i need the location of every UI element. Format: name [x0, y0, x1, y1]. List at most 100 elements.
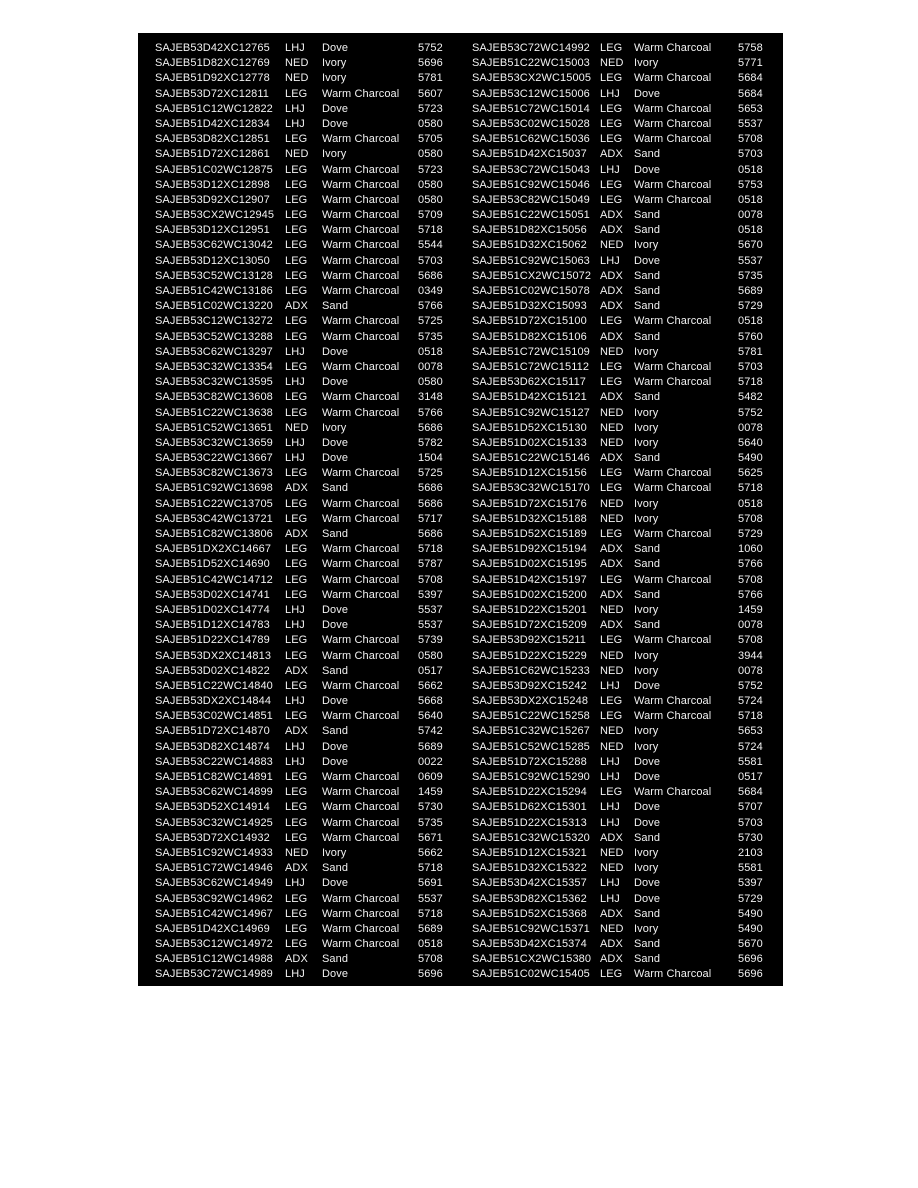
code-number-cell: 5696 — [418, 57, 443, 70]
code-number-cell: 5689 — [738, 285, 763, 297]
trim-code-cell: ADX — [285, 482, 308, 495]
trim-color-cell: Warm Charcoal — [322, 588, 400, 601]
trim-code-cell: LEG — [600, 573, 623, 586]
trim-color-cell: Warm Charcoal — [322, 710, 400, 723]
trim-code-cell: ADX — [600, 452, 623, 465]
trim-color-cell: Ivory — [634, 497, 659, 510]
trim-code-cell: LHJ — [285, 42, 305, 54]
table-row: SAJEB51C52WC13651 NED Ivory 5686 SAJEB51D52X… — [155, 421, 783, 436]
table-row: SAJEB53C32WC13659 LHJ Dove 5782 SAJEB51D02XC… — [155, 436, 783, 451]
vin-cell: SAJEB51D22XC15201 — [472, 603, 587, 616]
trim-code-cell: LEG — [285, 239, 308, 252]
code-number-cell: 5718 — [418, 907, 443, 920]
trim-code-cell: LEG — [285, 543, 308, 556]
vin-cell: SAJEB53C62WC14949 — [155, 877, 273, 890]
code-number-cell: 5752 — [738, 406, 763, 419]
trim-color-cell: Warm Charcoal — [634, 573, 712, 586]
code-number-cell: 1060 — [738, 543, 763, 556]
table-row: SAJEB53C12WC13272 LEG Warm Charcoal 5725 SAJ… — [155, 314, 783, 329]
code-number-cell: 5729 — [738, 300, 763, 313]
table-row: SAJEB53C62WC14949 LHJ Dove 5691 SAJEB53D42XC… — [155, 876, 783, 891]
trim-code-cell: LEG — [600, 467, 623, 480]
trim-code-cell: LEG — [600, 133, 623, 146]
vin-cell: SAJEB53C72WC14989 — [155, 968, 273, 981]
code-number-cell: 5771 — [738, 57, 763, 70]
code-number-cell: 5781 — [738, 345, 763, 358]
trim-code-cell: NED — [600, 512, 624, 525]
table-row: SAJEB51C92WC14933 NED Ivory 5662 SAJEB51D12X… — [155, 846, 783, 861]
vin-color-table: SAJEB53D42XC12765 LHJ Dove 5752 SAJEB53C72WC… — [138, 33, 783, 986]
trim-code-cell: LEG — [600, 482, 623, 495]
code-number-cell: 5537 — [418, 619, 443, 632]
code-number-cell: 5482 — [738, 391, 763, 404]
code-number-cell: 5766 — [738, 558, 763, 571]
trim-code-cell: LEG — [285, 512, 308, 525]
code-number-cell: 5724 — [738, 695, 763, 708]
table-row: SAJEB53D82XC12851 LEG Warm Charcoal 5705 SAJ… — [155, 132, 783, 147]
trim-code-cell: LEG — [600, 42, 623, 54]
code-number-cell: 0609 — [418, 771, 443, 783]
trim-color-cell: Sand — [322, 664, 349, 677]
trim-code-cell: ADX — [600, 300, 623, 313]
trim-color-cell: Warm Charcoal — [634, 467, 712, 480]
trim-code-cell: LEG — [285, 209, 308, 222]
code-number-cell: 5730 — [418, 801, 443, 814]
table-row: SAJEB53D82XC14874 LHJ Dove 5689 SAJEB51C52WC… — [155, 740, 783, 755]
vin-cell: SAJEB51C72WC15014 — [472, 102, 590, 115]
trim-code-cell: LEG — [285, 649, 308, 662]
trim-color-cell: Warm Charcoal — [322, 558, 400, 571]
trim-color-cell: Sand — [634, 452, 661, 465]
trim-code-cell: LHJ — [600, 254, 620, 267]
trim-code-cell: NED — [600, 649, 624, 662]
table-row: SAJEB51C72WC14946 ADX Sand 5718 SAJEB51D32XC… — [155, 861, 783, 876]
vin-cell: SAJEB53C62WC13297 — [155, 345, 273, 358]
trim-color-cell: Ivory — [634, 725, 659, 738]
table-row: SAJEB51D82XC12769 NED Ivory 5696 SAJEB51C22W… — [155, 56, 783, 71]
code-number-cell: 1504 — [418, 452, 443, 465]
trim-color-cell: Dove — [322, 877, 349, 890]
vin-cell: SAJEB51D02XC15200 — [472, 588, 587, 601]
trim-color-cell: Dove — [634, 801, 661, 814]
trim-color-cell: Dove — [322, 436, 349, 449]
code-number-cell: 5686 — [418, 269, 443, 282]
code-number-cell: 5782 — [418, 436, 443, 449]
vin-cell: SAJEB53CX2WC15005 — [472, 72, 592, 85]
code-number-cell: 5724 — [738, 740, 763, 753]
trim-code-cell: LEG — [285, 922, 308, 935]
code-number-cell: 5735 — [418, 330, 443, 343]
trim-code-cell: NED — [285, 57, 309, 70]
trim-code-cell: LEG — [285, 634, 308, 647]
vin-cell: SAJEB51C02WC12875 — [155, 163, 273, 176]
trim-color-cell: Warm Charcoal — [322, 254, 400, 267]
table-row: SAJEB53D12XC13050 LEG Warm Charcoal 5703 SAJ… — [155, 254, 783, 269]
trim-code-cell: LHJ — [285, 619, 305, 632]
vin-cell: SAJEB51D12XC15321 — [472, 846, 587, 859]
trim-code-cell: LEG — [600, 376, 623, 389]
trim-code-cell: LEG — [600, 178, 623, 191]
trim-color-cell: Sand — [634, 543, 661, 556]
trim-code-cell: ADX — [600, 285, 623, 297]
table-row: SAJEB53C62WC13297 LHJ Dove 0518 SAJEB51C72WC… — [155, 345, 783, 360]
trim-code-cell: LHJ — [600, 679, 620, 692]
trim-color-cell: Warm Charcoal — [634, 968, 712, 981]
trim-color-cell: Ivory — [634, 436, 659, 449]
trim-code-cell: ADX — [600, 558, 623, 571]
vin-cell: SAJEB53C12WC14972 — [155, 938, 273, 951]
trim-code-cell: LEG — [285, 558, 308, 571]
vin-cell: SAJEB51D92XC12778 — [155, 72, 270, 85]
trim-color-cell: Dove — [634, 771, 661, 783]
code-number-cell: 5766 — [738, 588, 763, 601]
table-row: SAJEB53C32WC13595 LHJ Dove 0580 SAJEB53D62XC… — [155, 375, 783, 390]
trim-color-cell: Warm Charcoal — [634, 360, 712, 373]
trim-code-cell: ADX — [600, 391, 623, 404]
table-row: SAJEB51C82WC13806 ADX Sand 5686 SAJEB51D52XC… — [155, 527, 783, 542]
code-number-cell: 5581 — [738, 755, 763, 768]
trim-color-cell: Ivory — [634, 239, 659, 252]
vin-cell: SAJEB51C12WC12822 — [155, 102, 273, 115]
table-row: SAJEB53C82WC13608 LEG Warm Charcoal 3148 SAJ… — [155, 390, 783, 405]
trim-color-cell: Sand — [634, 953, 661, 966]
table-row: SAJEB51C22WC14840 LEG Warm Charcoal 5662 SAJ… — [155, 679, 783, 694]
code-number-cell: 5753 — [738, 178, 763, 191]
trim-color-cell: Warm Charcoal — [634, 482, 712, 495]
trim-code-cell: NED — [600, 57, 624, 70]
